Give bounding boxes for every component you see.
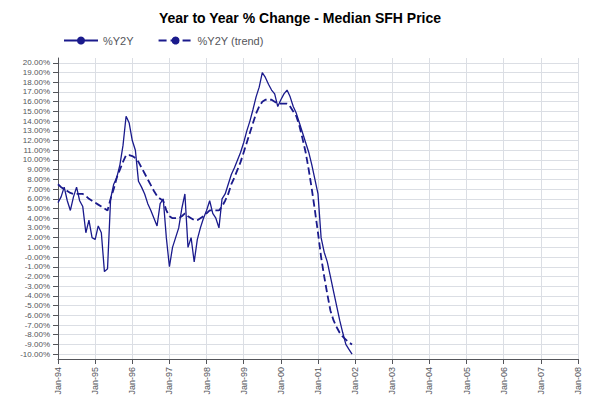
svg-text:15.00%: 15.00%: [23, 107, 50, 116]
svg-text:10.00%: 10.00%: [23, 155, 50, 164]
svg-text:Jan-06: Jan-06: [499, 367, 509, 395]
svg-text:3.00%: 3.00%: [27, 223, 50, 232]
svg-text:5.00%: 5.00%: [27, 204, 50, 213]
svg-text:1.00%: 1.00%: [27, 243, 50, 252]
svg-text:Jan-08: Jan-08: [573, 367, 583, 395]
svg-text:Jan-05: Jan-05: [462, 367, 472, 395]
svg-text:4.00%: 4.00%: [27, 214, 50, 223]
svg-text:Jan-03: Jan-03: [387, 367, 397, 395]
svg-text:2.00%: 2.00%: [27, 233, 50, 242]
svg-text:7.00%: 7.00%: [27, 185, 50, 194]
svg-text:-3.00%: -3.00%: [25, 282, 50, 291]
svg-text:-5.00%: -5.00%: [25, 301, 50, 310]
svg-text:Jan-01: Jan-01: [313, 367, 323, 395]
svg-text:18.00%: 18.00%: [23, 78, 50, 87]
svg-text:16.00%: 16.00%: [23, 97, 50, 106]
svg-text:-8.00%: -8.00%: [25, 330, 50, 339]
svg-text:20.00%: 20.00%: [23, 58, 50, 67]
svg-text:Jan-97: Jan-97: [164, 367, 174, 395]
svg-text:13.00%: 13.00%: [23, 126, 50, 135]
svg-text:Jan-98: Jan-98: [202, 367, 212, 395]
svg-text:Jan-00: Jan-00: [276, 367, 286, 395]
svg-text:14.00%: 14.00%: [23, 117, 50, 126]
svg-text:-4.00%: -4.00%: [25, 291, 50, 300]
svg-text:Jan-99: Jan-99: [239, 367, 249, 395]
svg-text:-2.00%: -2.00%: [25, 272, 50, 281]
svg-text:%Y2Y: %Y2Y: [103, 35, 134, 47]
svg-text:19.00%: 19.00%: [23, 68, 50, 77]
svg-text:-10.00%: -10.00%: [20, 350, 50, 359]
svg-text:9.00%: 9.00%: [27, 165, 50, 174]
svg-text:-9.00%: -9.00%: [25, 340, 50, 349]
svg-text:-7.00%: -7.00%: [25, 321, 50, 330]
svg-text:8.00%: 8.00%: [27, 175, 50, 184]
svg-text:Jan-04: Jan-04: [424, 367, 434, 395]
svg-text:Year to Year % Change - Median: Year to Year % Change - Median SFH Price: [159, 10, 441, 26]
svg-text:Jan-96: Jan-96: [127, 367, 137, 395]
svg-text:12.00%: 12.00%: [23, 136, 50, 145]
svg-text:6.00%: 6.00%: [27, 194, 50, 203]
svg-text:Jan-94: Jan-94: [53, 367, 63, 395]
svg-text:-0.00%: -0.00%: [25, 253, 50, 262]
svg-text:Jan-07: Jan-07: [536, 367, 546, 395]
svg-text:17.00%: 17.00%: [23, 87, 50, 96]
svg-text:Jan-95: Jan-95: [90, 367, 100, 395]
svg-text:11.00%: 11.00%: [23, 146, 50, 155]
svg-text:-1.00%: -1.00%: [25, 262, 50, 271]
svg-text:-6.00%: -6.00%: [25, 311, 50, 320]
svg-text:%Y2Y (trend): %Y2Y (trend): [198, 35, 264, 47]
svg-text:Jan-02: Jan-02: [350, 367, 360, 395]
